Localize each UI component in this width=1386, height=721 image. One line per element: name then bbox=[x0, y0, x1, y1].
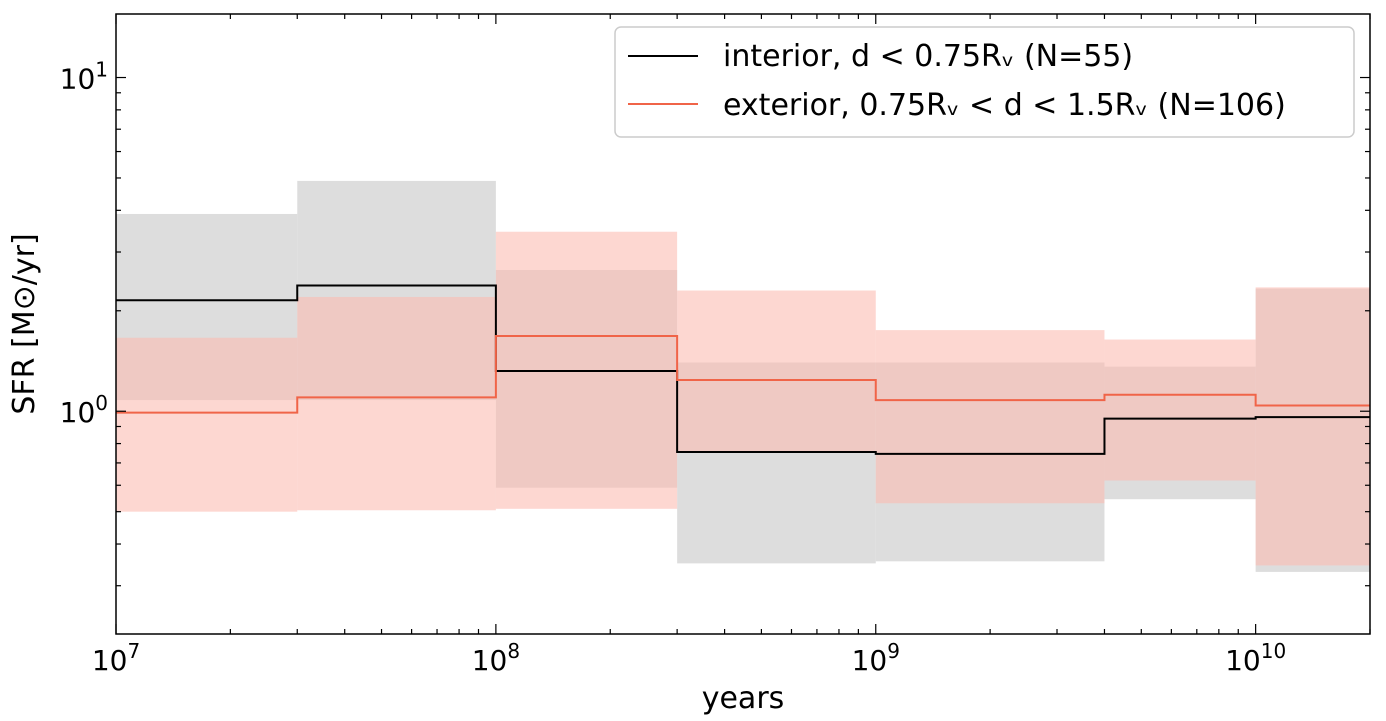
series-line-1 bbox=[116, 335, 1370, 414]
x-tick-label: 1010 bbox=[1225, 639, 1286, 677]
series-lines bbox=[116, 284, 1370, 455]
legend: interior, d < 0.75Rᵥ (N=55) exterior, 0.… bbox=[614, 26, 1355, 138]
tick-labels: 107 108 109 1010 100 101 bbox=[60, 58, 1287, 677]
band-series-1-bin-0 bbox=[116, 337, 298, 512]
legend-label-interior: interior, d < 0.75Rᵥ (N=55) bbox=[723, 39, 1133, 74]
band-series-1-bin-6 bbox=[1255, 287, 1370, 566]
y-axis-label: SFR [M⊙/yr] bbox=[7, 233, 42, 414]
plot-frame bbox=[115, 13, 1371, 635]
y-tick-label: 100 bbox=[60, 391, 108, 429]
legend-label-exterior: exterior, 0.75Rᵥ < d < 1.5Rᵥ (N=106) bbox=[723, 88, 1286, 123]
x-axis-label: years bbox=[702, 681, 785, 716]
band-series-1-bin-5 bbox=[1104, 339, 1256, 481]
uncertainty-bands bbox=[116, 180, 1370, 572]
series-line-0 bbox=[116, 284, 1370, 455]
x-tick-label: 109 bbox=[852, 639, 900, 677]
band-series-1-bin-1 bbox=[297, 296, 496, 511]
band-series-1-bin-3 bbox=[677, 290, 876, 452]
x-tick-label: 108 bbox=[472, 639, 520, 677]
x-tick-label: 107 bbox=[92, 639, 140, 677]
y-tick-label: 101 bbox=[60, 58, 108, 96]
legend-frame bbox=[614, 26, 1355, 138]
band-series-1-bin-4 bbox=[875, 330, 1105, 504]
